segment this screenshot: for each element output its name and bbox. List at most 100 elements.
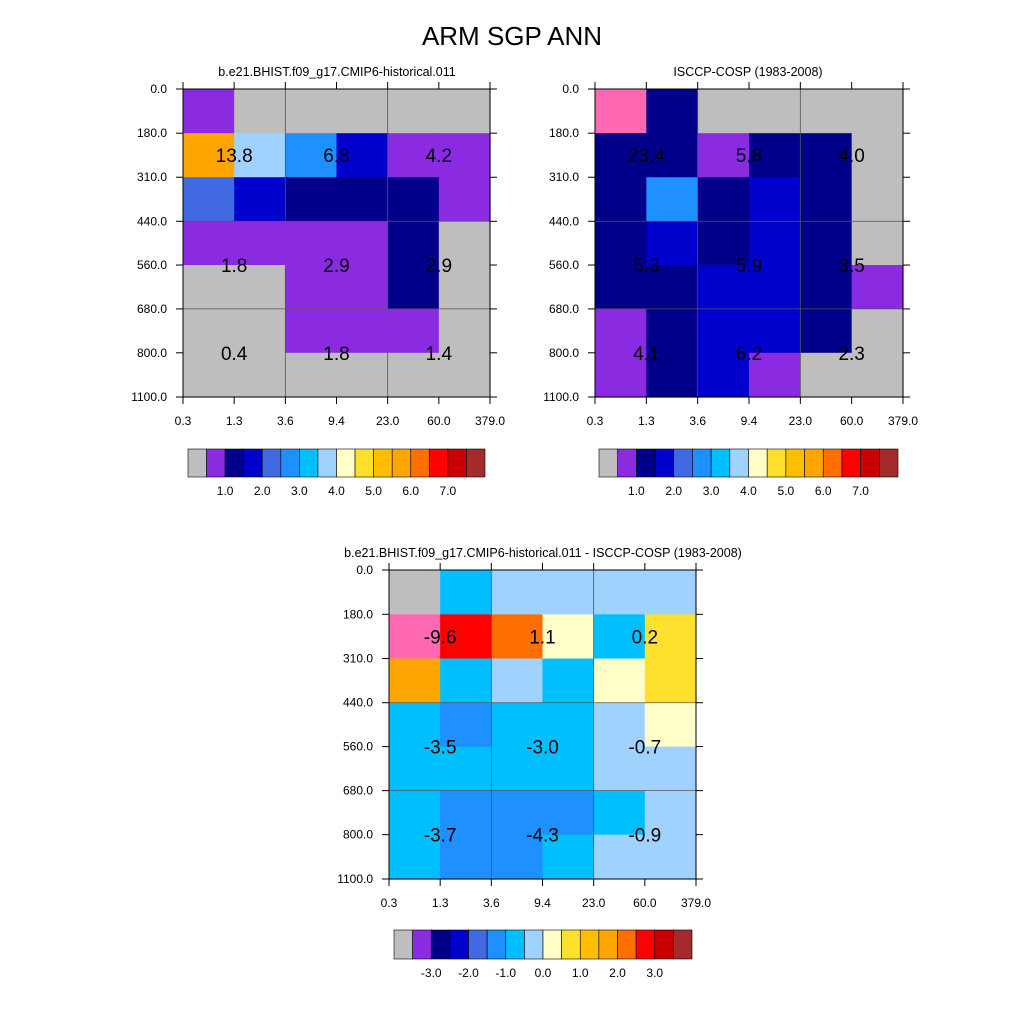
cell-value-label: 0.2 — [632, 627, 658, 648]
heatmap-cell — [389, 570, 441, 615]
colorbar-label: 6.0 — [402, 484, 419, 498]
heatmap-cell — [336, 133, 389, 178]
heatmap-cell — [183, 133, 235, 178]
heatmap-cell — [285, 221, 338, 266]
heatmap-cell — [389, 614, 441, 660]
heatmap-cell — [646, 352, 699, 398]
heatmap-cell — [595, 177, 647, 222]
cell-value-label: 5.3 — [633, 256, 659, 277]
heatmap-cell — [697, 89, 750, 134]
colorbar-box — [841, 448, 861, 478]
cell-value-label: 5.9 — [736, 256, 762, 277]
colorbar-box — [636, 448, 656, 478]
y-tick-label: 560.0 — [549, 258, 579, 272]
heatmap-cell — [595, 308, 647, 354]
panel-model-grid — [183, 89, 490, 397]
y-tick-label: 560.0 — [343, 740, 373, 754]
colorbar-box — [710, 448, 731, 478]
heatmap-cell — [387, 265, 440, 310]
colorbar-box — [373, 448, 393, 478]
heatmap-cell — [440, 746, 492, 792]
heatmap-cell — [749, 265, 801, 310]
colorbar-label: 1.0 — [572, 966, 589, 980]
x-tick-label: 0.3 — [175, 414, 192, 428]
heatmap-cell — [285, 265, 338, 310]
y-tick-label: 440.0 — [137, 214, 167, 228]
colorbar-box — [654, 448, 675, 478]
y-tick-label: 680.0 — [549, 302, 579, 316]
panel-obs: ISCCP-COSP (1983-2008) 23.4 5.8 4.0 5.3 5.9 3… — [543, 65, 918, 498]
heatmap-cell — [438, 221, 491, 266]
heatmap-cell — [749, 221, 801, 266]
heatmap-cell — [644, 570, 697, 615]
colorbar-box — [860, 448, 880, 478]
heatmap-cell — [697, 221, 750, 266]
cell-value-label: -9.6 — [424, 627, 457, 648]
x-tick-label: 3.6 — [689, 414, 706, 428]
heatmap-cell — [644, 702, 697, 748]
cell-value-label: 3.5 — [838, 256, 864, 277]
x-tick-label: 9.4 — [328, 414, 345, 428]
colorbar-box — [187, 448, 207, 478]
panel-model: b.e21.BHIST.f09_g17.CMIP6-historical.011… — [131, 65, 505, 498]
heatmap-cell — [491, 658, 544, 704]
heatmap-cell — [593, 834, 646, 880]
colorbar-box — [447, 448, 467, 478]
x-tick-label: 379.0 — [681, 896, 711, 910]
heatmap-cell — [851, 133, 904, 178]
cell-value-label: 2.3 — [838, 344, 864, 365]
colorbar-box — [280, 448, 300, 478]
heatmap-cell — [389, 834, 441, 880]
panel-diff-axes: 0.0 180.0 310.0 440.0 560.0 680.0 800.0 1100.0 0… — [337, 563, 711, 910]
heatmap-cell — [234, 221, 286, 266]
heatmap-cell — [491, 702, 544, 748]
cell-value-label: 1.8 — [323, 344, 349, 365]
heatmap-cell — [749, 89, 801, 134]
panel-model-values: 13.8 6.8 4.2 1.8 2.9 2.9 0.4 1.8 1.4 — [216, 146, 453, 365]
colorbar-box — [579, 929, 600, 960]
heatmap-cell — [593, 746, 646, 792]
heatmap-cell — [697, 265, 750, 310]
heatmap-cell — [646, 308, 699, 354]
panel-obs-colorbar: 1.0 2.0 3.0 4.0 5.0 6.0 7.0 — [598, 448, 899, 498]
colorbar-box — [822, 448, 843, 478]
panel-diff-cells — [389, 570, 697, 880]
x-tick-label: 1.3 — [432, 896, 449, 910]
y-tick-label: 180.0 — [549, 126, 579, 140]
y-tick-label: 680.0 — [343, 784, 373, 798]
colorbar-box — [354, 448, 374, 478]
colorbar-box — [673, 929, 693, 960]
colorbar-box — [729, 448, 749, 478]
heatmap-cell — [389, 702, 441, 748]
cell-value-label: 1.8 — [221, 256, 247, 277]
colorbar-box — [748, 448, 768, 478]
cell-value-label: 6.8 — [323, 146, 349, 167]
colorbar-label: 2.0 — [665, 484, 682, 498]
heatmap-cell — [336, 221, 389, 266]
colorbar-label: 5.0 — [778, 484, 795, 498]
y-tick-label: 310.0 — [137, 170, 167, 184]
heatmap-cell — [336, 89, 389, 134]
heatmap-cell — [387, 177, 440, 222]
y-tick-label: 800.0 — [343, 828, 373, 842]
heatmap-cell — [491, 790, 544, 836]
colorbar-box — [692, 448, 712, 478]
panel-obs-values: 23.4 5.8 4.0 5.3 5.9 3.5 4.1 6.2 2.3 — [628, 146, 865, 365]
colorbar-box — [410, 448, 430, 478]
colorbar-box — [430, 929, 451, 960]
heatmap-cell — [389, 746, 441, 792]
heatmap-cell — [593, 702, 646, 748]
heatmap-cell — [851, 89, 904, 134]
x-tick-label: 60.0 — [840, 414, 864, 428]
heatmap-cell — [749, 308, 801, 354]
heatmap-cell — [234, 352, 286, 398]
heatmap-cell — [183, 89, 235, 134]
heatmap-cell — [595, 133, 647, 178]
heatmap-cell — [593, 658, 646, 704]
colorbar-box — [542, 929, 562, 960]
colorbar-label: -3.0 — [421, 966, 442, 980]
colorbar-box — [785, 448, 805, 478]
heatmap-cell — [593, 570, 646, 615]
colorbar-box — [505, 929, 525, 960]
cell-value-label: -3.5 — [424, 738, 457, 759]
